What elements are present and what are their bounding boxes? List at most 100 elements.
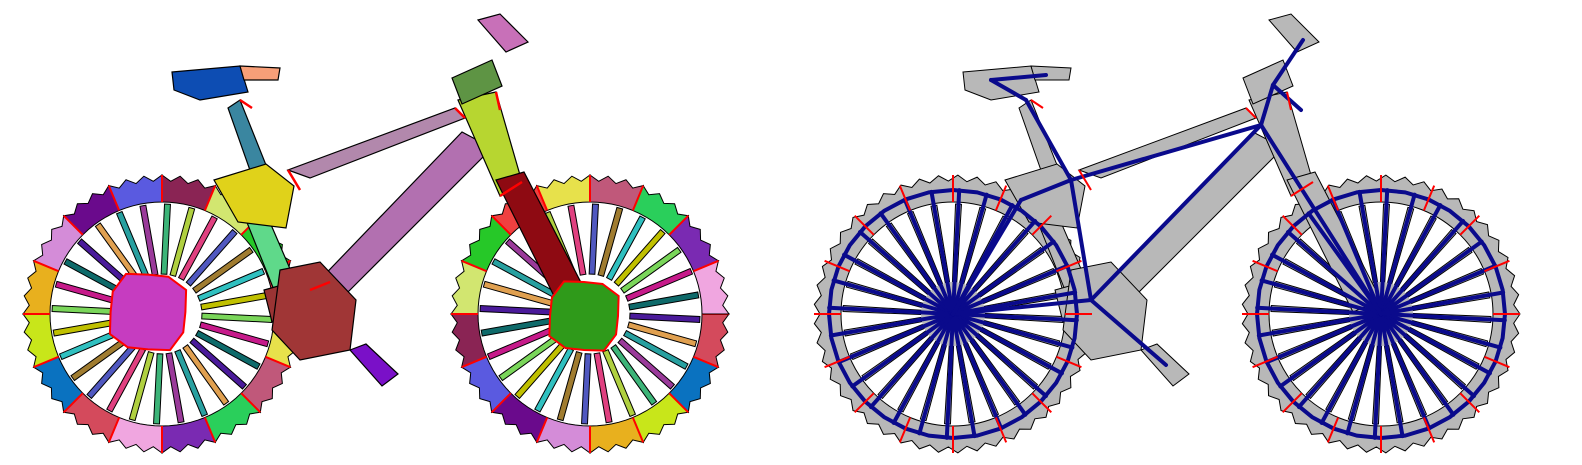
handlebar [476, 13, 530, 53]
frame-skeleton [989, 73, 1048, 82]
segment-boundary [63, 215, 84, 236]
frame-skeleton [951, 198, 1023, 316]
segment-boundary [1252, 355, 1278, 369]
frame-skeleton [989, 78, 1028, 102]
segment-boundary [240, 392, 261, 413]
spoke [201, 312, 273, 323]
spoke [165, 352, 185, 424]
segment-boundary [63, 392, 84, 413]
segment-boundary [203, 185, 217, 211]
spoke [588, 203, 599, 275]
segment-boundary [898, 417, 912, 443]
segment-boundary [994, 417, 1008, 443]
seat-tip [239, 65, 281, 81]
spoke-skeleton [1259, 278, 1383, 316]
spoke [610, 344, 658, 406]
segment-boundary [1056, 259, 1082, 273]
segment-boundary [286, 169, 302, 191]
spoke-skeleton [929, 189, 955, 316]
tire-segment [692, 259, 730, 315]
spoke-skeleton [842, 252, 955, 316]
skeleton-figure [813, 13, 1521, 454]
spoke [196, 267, 266, 302]
spoke-skeleton [1379, 312, 1507, 323]
segment-boundary [203, 417, 217, 443]
segment-boundary [1422, 185, 1436, 211]
spoke-skeleton [1379, 312, 1476, 399]
spoke-skeleton [951, 312, 1004, 431]
spoke [605, 215, 646, 282]
spoke-skeleton [951, 312, 1064, 376]
spoke-skeleton [1270, 252, 1383, 316]
segment-boundary [631, 185, 645, 211]
seat-silhouette [962, 65, 1040, 101]
seat [171, 65, 249, 101]
spoke-skeleton [1379, 312, 1492, 376]
segment-boundary [824, 355, 850, 369]
spoke-skeleton [951, 188, 962, 316]
segment-boundary [854, 215, 875, 236]
segment-boundary [494, 91, 502, 111]
spoke-skeleton [1379, 312, 1405, 439]
spoke-skeleton [1319, 312, 1383, 425]
stem [451, 59, 503, 105]
segment-boundary [1326, 185, 1340, 211]
spoke [622, 329, 689, 370]
spoke [199, 321, 270, 348]
segment-boundary [107, 185, 121, 211]
spoke-skeleton [951, 312, 1048, 399]
spoke [627, 321, 698, 348]
segment-boundary [309, 280, 331, 292]
frame-skeleton [1259, 123, 1383, 316]
segment-boundary [461, 355, 487, 369]
spoke [182, 344, 230, 406]
handlebar-silhouette [1268, 13, 1320, 53]
segment-boundary [693, 355, 719, 369]
spoke [624, 267, 694, 302]
segment-boundary [535, 185, 549, 211]
skeleton-panel [791, 0, 1582, 465]
spoke-skeleton [1286, 229, 1383, 316]
segment-boundary [491, 215, 512, 236]
spoke [160, 203, 171, 275]
spoke-skeleton [951, 312, 1079, 323]
spoke-skeleton [917, 312, 955, 436]
seat-tip-silhouette [1030, 65, 1072, 81]
segmentation-figure [22, 13, 730, 454]
frame-skeleton [1271, 38, 1305, 87]
spoke [192, 246, 254, 294]
spoke [479, 305, 551, 316]
segment-boundary [33, 259, 59, 273]
segment-boundary [1031, 392, 1052, 413]
spoke-skeleton [891, 312, 955, 425]
spoke-skeleton [1264, 312, 1383, 365]
segment-boundary [1282, 392, 1303, 413]
segment-boundary [1459, 392, 1480, 413]
frame-skeleton [1069, 123, 1263, 182]
frame-skeleton [951, 298, 1093, 316]
spoke-skeleton [1379, 290, 1506, 316]
segment-boundary [1078, 169, 1092, 191]
spoke-skeleton [951, 192, 989, 316]
segment-boundary [499, 180, 523, 198]
segment-boundary [265, 355, 291, 369]
spoke-skeleton [1255, 305, 1383, 316]
spoke-skeleton [1256, 312, 1383, 338]
spoke-skeleton [850, 312, 955, 389]
spoke-skeleton [1379, 203, 1443, 316]
segment-boundary [454, 107, 466, 119]
spoke-skeleton [1379, 192, 1417, 316]
segment-boundary [33, 355, 59, 369]
frame-skeleton [1271, 83, 1303, 112]
spoke-skeleton [1330, 197, 1383, 316]
spoke [153, 353, 164, 425]
spoke-skeleton [827, 305, 955, 316]
spoke [194, 329, 261, 370]
segment-boundary [1422, 417, 1436, 443]
spoke [128, 351, 155, 422]
frame-skeleton [1089, 123, 1263, 302]
frame-skeleton [1259, 83, 1275, 127]
spoke [169, 206, 196, 277]
spoke-skeleton [878, 211, 955, 316]
spoke-skeleton [951, 312, 1028, 417]
